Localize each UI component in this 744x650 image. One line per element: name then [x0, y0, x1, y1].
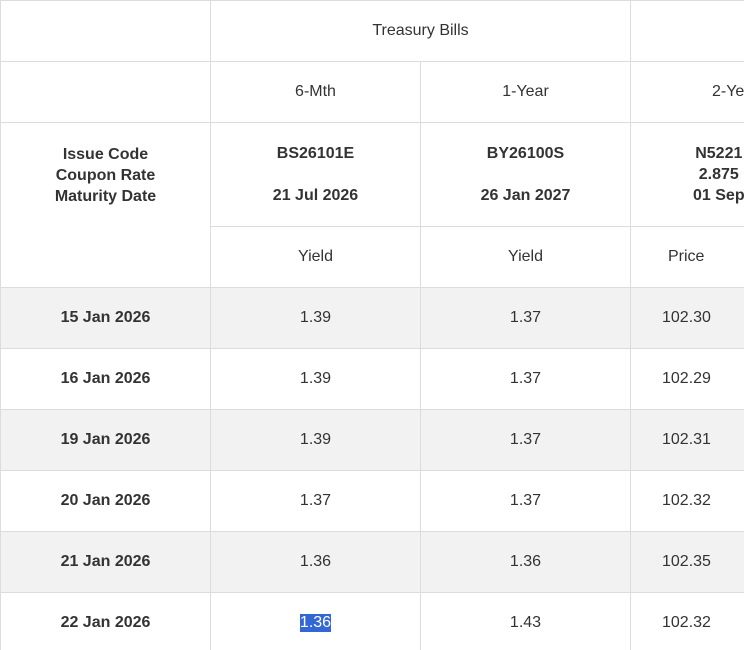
value-cell: 1.37 — [421, 410, 631, 471]
issue-line: BY26100S — [486, 145, 565, 162]
measure: Yield — [508, 248, 543, 265]
issue-line — [481, 164, 571, 185]
measure-cell: Price — [631, 227, 744, 288]
row-value: 1.36 — [509, 553, 542, 570]
value-cell: 1.36 — [211, 532, 421, 593]
measure: Yield — [298, 248, 333, 265]
issue-line: 2.875 — [698, 166, 739, 183]
value-cell: 102.31 — [631, 410, 744, 471]
row-value: 102.31 — [662, 431, 711, 448]
row-value: 102.35 — [662, 553, 711, 570]
date-cell: 16 Jan 2026 — [0, 349, 211, 410]
value-cell: 1.39 — [211, 288, 421, 349]
row-value: 1.37 — [509, 370, 542, 387]
measure-cell: Yield — [421, 227, 631, 288]
value-cell: 1.39 — [211, 410, 421, 471]
row-value: 1.37 — [509, 309, 542, 326]
issue-line — [273, 164, 358, 185]
header-label: Issue Code — [62, 145, 149, 163]
header-label: Maturity Date — [54, 187, 157, 205]
row-value: 102.29 — [662, 370, 711, 387]
value-cell: 102.30 — [631, 288, 744, 349]
label-cell: Issue Code Coupon Rate Maturity Date — [0, 123, 211, 288]
date-cell: 22 Jan 2026 — [0, 593, 211, 650]
row-date: 21 Jan 2026 — [60, 553, 151, 570]
date-cell: 15 Jan 2026 — [0, 288, 211, 349]
date-cell: 19 Jan 2026 — [0, 410, 211, 471]
issue-line: 01 Sep — [693, 187, 744, 204]
date-cell: 21 Jan 2026 — [0, 532, 211, 593]
date-cell: 20 Jan 2026 — [0, 471, 211, 532]
issue-cell: BS26101E 21 Jul 2026 — [211, 123, 421, 227]
tenor: 2-Ye — [712, 83, 744, 100]
measure-cell: Yield — [211, 227, 421, 288]
tenor: 6-Mth — [295, 83, 336, 100]
issue-line: 26 Jan 2027 — [480, 187, 571, 204]
issue-line: BS26101E — [276, 145, 355, 162]
value-cell: 1.37 — [421, 471, 631, 532]
group-title: Treasury Bills — [372, 22, 469, 39]
issue-line: N5221 — [695, 145, 743, 162]
group-cell: Treasury Bills — [211, 0, 631, 62]
value-cell: 102.29 — [631, 349, 744, 410]
value-cell: 1.37 — [421, 349, 631, 410]
row-date: 16 Jan 2026 — [60, 370, 151, 387]
blank-cell — [0, 62, 211, 123]
issue-stack: BY26100S 26 Jan 2027 — [481, 143, 571, 206]
row-value: 102.32 — [662, 614, 711, 631]
blank-cell — [631, 0, 744, 62]
tenor-cell: 2-Ye — [631, 62, 744, 123]
value-cell: 102.32 — [631, 471, 744, 532]
row-value: 1.39 — [299, 431, 332, 448]
row-value: 1.36 — [299, 614, 332, 632]
row-value: 102.32 — [662, 492, 711, 509]
issue-cell: BY26100S 26 Jan 2027 — [421, 123, 631, 227]
row-value: 1.43 — [509, 614, 542, 631]
header-label: Coupon Rate — [55, 166, 156, 184]
row-date: 20 Jan 2026 — [60, 492, 151, 509]
row-value: 102.30 — [662, 309, 711, 326]
row-date: 15 Jan 2026 — [60, 309, 151, 326]
row-value: 1.39 — [299, 309, 332, 326]
value-cell: 1.37 — [211, 471, 421, 532]
value-cell: 1.37 — [421, 288, 631, 349]
row-date: 19 Jan 2026 — [60, 431, 151, 448]
value-cell: 1.39 — [211, 349, 421, 410]
blank-cell — [0, 0, 211, 62]
tenor: 1-Year — [502, 83, 549, 100]
value-cell: 1.43 — [421, 593, 631, 650]
issue-stack: N5221 2.875 01 Sep — [693, 143, 744, 206]
row-date: 22 Jan 2026 — [60, 614, 151, 631]
issue-stack: BS26101E 21 Jul 2026 — [273, 143, 358, 206]
issue-line: 21 Jul 2026 — [272, 187, 359, 204]
label-stack: Issue Code Coupon Rate Maturity Date — [55, 144, 156, 207]
row-value: 1.39 — [299, 370, 332, 387]
measure: Price — [668, 248, 705, 265]
tenor-cell: 6-Mth — [211, 62, 421, 123]
value-cell: 1.36 — [421, 532, 631, 593]
value-cell: 102.35 — [631, 532, 744, 593]
row-value: 1.37 — [509, 492, 542, 509]
row-value: 1.37 — [299, 492, 332, 509]
tenor-cell: 1-Year — [421, 62, 631, 123]
row-value: 1.36 — [299, 553, 332, 570]
row-value: 1.37 — [509, 431, 542, 448]
value-cell: 1.36 — [211, 593, 421, 650]
issue-cell: N5221 2.875 01 Sep — [631, 123, 744, 227]
value-cell: 102.32 — [631, 593, 744, 650]
